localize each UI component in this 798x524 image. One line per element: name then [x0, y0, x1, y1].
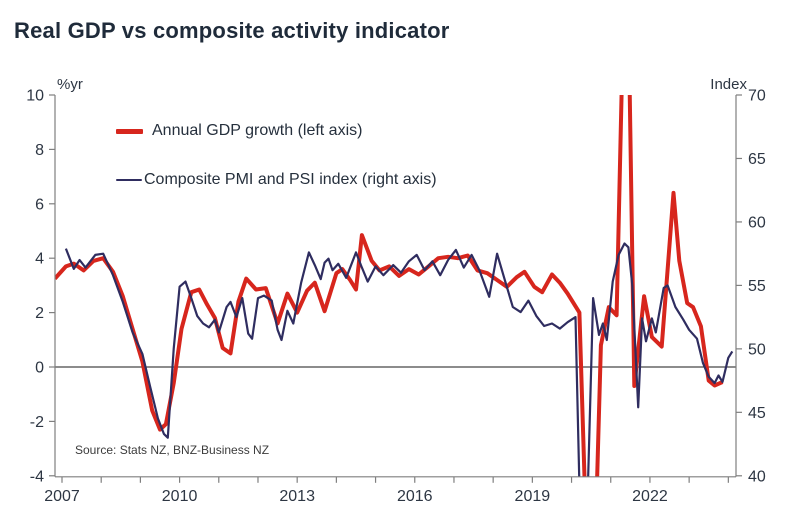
y-right-tick-label: 50 — [748, 341, 766, 358]
right-axis-unit-label: Index — [710, 76, 747, 93]
y-left-tick-label: 2 — [35, 305, 44, 322]
series-group — [55, 95, 734, 477]
legend-item-pmi: Composite PMI and PSI index (right axis) — [116, 171, 437, 189]
y-left-tick-label: -4 — [30, 468, 44, 485]
y-right-tick-label: 55 — [748, 278, 766, 295]
x-axis-year-label: 2022 — [632, 488, 668, 505]
y-left-tick-label: 6 — [35, 196, 44, 213]
y-left-tick-label: 8 — [35, 142, 44, 159]
legend-label-pmi: Composite PMI and PSI index (right axis) — [144, 171, 437, 188]
left-axis-unit-label: %yr — [57, 76, 83, 93]
y-right-tick-label: 65 — [748, 151, 766, 168]
x-axis-year-label: 2010 — [162, 488, 198, 505]
legend-item-gdp: Annual GDP growth (left axis) — [116, 122, 362, 140]
y-right-tick-label: 60 — [748, 214, 766, 231]
legend-label-gdp: Annual GDP growth (left axis) — [152, 122, 363, 139]
y-right-tick-label: 40 — [748, 468, 766, 485]
y-right-tick-label: 45 — [748, 405, 766, 422]
x-axis-year-label: 2013 — [279, 488, 315, 505]
chart-title: Real GDP vs composite activity indicator — [14, 18, 450, 43]
y-left-tick-label: 0 — [35, 360, 44, 377]
x-axis-year-label: 2019 — [515, 488, 551, 505]
pmi-psi-line — [64, 242, 734, 477]
y-left-tick-label: 10 — [26, 88, 44, 105]
y-left-tick-label: -2 — [30, 414, 44, 431]
y-left-tick-label: 4 — [35, 251, 44, 268]
pmi-line-swatch — [116, 178, 142, 182]
x-axis-year-label: 2016 — [397, 488, 433, 505]
source-note: Source: Stats NZ, BNZ-Business NZ — [75, 443, 270, 457]
x-axis-year-label: 2007 — [44, 488, 80, 505]
gdp-line-swatch — [116, 128, 143, 134]
y-right-tick-label: 70 — [748, 88, 766, 105]
